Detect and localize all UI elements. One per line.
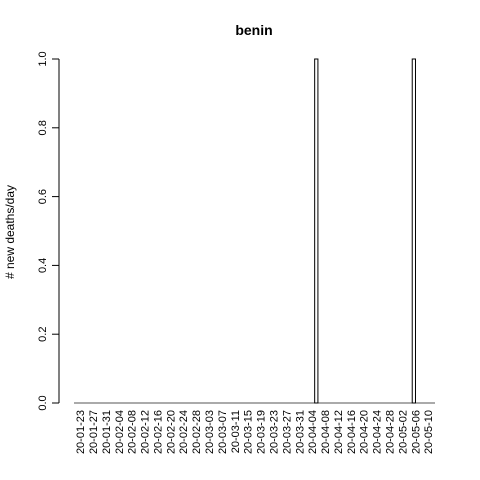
x-tick-label: 20-02-28 [191, 410, 203, 454]
x-tick-label: 20-02-24 [178, 410, 190, 454]
x-tick-label: 20-02-04 [114, 410, 126, 454]
x-tick-label: 20-04-08 [320, 410, 332, 454]
x-tick-label: 20-04-04 [307, 410, 319, 454]
x-tick-label: 20-02-16 [152, 410, 164, 454]
x-tick-label: 20-02-20 [165, 410, 177, 454]
x-axis-tick-labels: 20-01-23 20-01-27 20-01-31 20-02-04 20-02-08… [75, 410, 435, 454]
x-tick-label: 20-05-10 [423, 410, 435, 454]
x-tick-label: 20-04-12 [333, 410, 345, 454]
y-tick-label: 0.0 [37, 395, 49, 410]
x-tick-label: 20-01-27 [88, 410, 100, 454]
x-tick-label: 20-03-23 [268, 410, 280, 454]
bar-2020-05-06 [412, 59, 415, 403]
x-tick-label: 20-01-23 [75, 410, 87, 454]
x-tick-label: 20-03-15 [243, 410, 255, 454]
x-tick-label: 20-03-07 [217, 410, 229, 454]
x-tick-label: 20-03-31 [294, 410, 306, 454]
x-tick-label: 20-03-27 [281, 410, 293, 454]
x-tick-label: 20-04-20 [359, 410, 371, 454]
x-tick-label: 20-05-06 [410, 410, 422, 454]
y-axis: 0.0 0.2 0.4 0.6 0.8 1.0 [37, 51, 59, 410]
x-tick-label: 20-02-12 [140, 410, 152, 454]
x-tick-label: 20-02-08 [127, 410, 139, 454]
y-tick-label: 0.4 [37, 258, 49, 273]
y-tick-label: 1.0 [37, 51, 49, 66]
y-axis-label: # new deaths/day [3, 185, 17, 279]
x-tick-label: 20-04-28 [385, 410, 397, 454]
x-tick-label: 20-03-03 [204, 410, 216, 454]
y-tick-label: 0.6 [37, 189, 49, 204]
x-tick-label: 20-04-24 [372, 410, 384, 454]
chart-title: benin [235, 22, 272, 38]
x-tick-label: 20-05-02 [397, 410, 409, 454]
x-tick-label: 20-03-19 [256, 410, 268, 454]
x-tick-label: 20-01-31 [101, 410, 113, 454]
x-tick-label: 20-04-16 [346, 410, 358, 454]
x-tick-label: 20-03-11 [230, 410, 242, 453]
y-tick-label: 0.2 [37, 327, 49, 342]
bars [315, 59, 416, 403]
bar-2020-04-06 [315, 59, 318, 403]
y-tick-label: 0.8 [37, 120, 49, 135]
